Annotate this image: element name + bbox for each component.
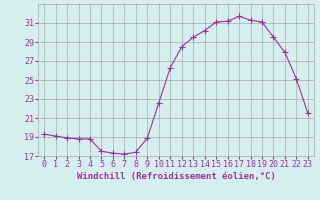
X-axis label: Windchill (Refroidissement éolien,°C): Windchill (Refroidissement éolien,°C) — [76, 172, 276, 181]
